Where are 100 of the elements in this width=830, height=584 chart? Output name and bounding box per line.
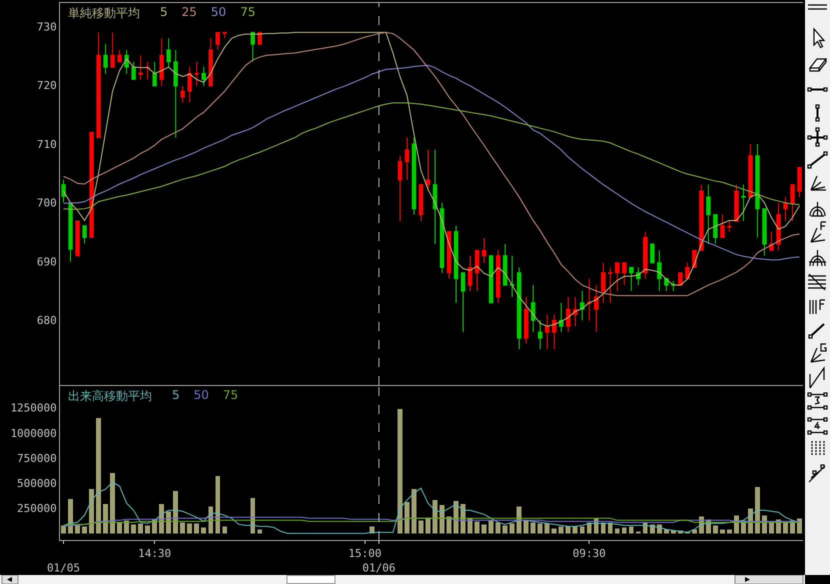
text: 50 <box>194 388 209 404</box>
candlestick <box>510 255 514 298</box>
candlestick <box>586 278 592 321</box>
candlestick <box>418 184 424 222</box>
bar <box>96 418 102 534</box>
bar <box>516 506 522 534</box>
bar <box>173 491 178 534</box>
candlestick <box>138 54 143 80</box>
x-tick-label: 15:00 <box>348 547 382 560</box>
y-tick-label: 690 <box>36 255 57 268</box>
candlestick <box>474 250 480 292</box>
text: 50 <box>210 5 226 21</box>
bar <box>117 522 122 534</box>
bar <box>538 523 543 534</box>
candlestick <box>706 184 711 244</box>
bar <box>524 520 529 534</box>
bar <box>552 528 557 534</box>
x-tick-label: 01/06 <box>362 562 396 574</box>
candlestick <box>558 302 564 333</box>
bar <box>82 526 87 534</box>
y-tick-label: 710 <box>36 138 57 151</box>
candlestick <box>166 38 171 68</box>
candlestick <box>650 243 655 264</box>
bar <box>187 523 192 534</box>
candlestick <box>173 50 178 138</box>
bar <box>412 489 416 534</box>
candlestick <box>488 255 494 304</box>
candlestick <box>797 167 802 198</box>
bar <box>61 525 66 534</box>
candlestick <box>152 61 157 86</box>
candlestick <box>194 61 199 86</box>
candlestick <box>208 38 213 86</box>
candlestick <box>103 44 108 74</box>
y-tick-label: 680 <box>36 314 57 328</box>
bar <box>201 527 206 534</box>
bar <box>797 518 802 534</box>
legend-title: 単純移動平均 <box>68 5 140 22</box>
bar <box>138 523 144 534</box>
y-tick-label: 250000 <box>17 502 57 516</box>
candlestick <box>496 250 500 304</box>
candlestick <box>685 262 690 280</box>
candlestick <box>524 296 528 344</box>
bar <box>68 499 73 534</box>
bar <box>622 527 627 534</box>
candlestick <box>258 32 262 45</box>
candlestick <box>250 32 255 62</box>
bar <box>628 526 634 534</box>
candlestick <box>222 32 227 39</box>
candlestick <box>544 314 550 350</box>
bar <box>432 500 438 534</box>
bar <box>75 525 80 534</box>
candlestick <box>538 320 542 350</box>
candlestick <box>615 262 620 292</box>
candlestick <box>89 132 94 238</box>
candlestick <box>699 184 704 251</box>
candlestick <box>131 61 136 80</box>
candlestick <box>110 32 115 68</box>
bar <box>783 522 788 534</box>
bar <box>398 408 402 534</box>
candlestick <box>580 290 584 321</box>
bar <box>257 529 262 534</box>
bar <box>580 526 585 534</box>
bar <box>131 524 136 534</box>
bar <box>488 520 494 534</box>
bar <box>110 473 116 534</box>
candlestick <box>215 32 220 51</box>
candlestick <box>68 203 73 262</box>
candlestick <box>187 66 192 103</box>
bar <box>544 523 550 534</box>
y-tick-label: 730 <box>36 20 57 34</box>
text: 5 <box>172 388 180 404</box>
bar <box>769 522 774 534</box>
bar <box>572 526 578 534</box>
bar <box>566 526 571 534</box>
candlestick <box>460 272 466 333</box>
candlestick <box>790 184 795 222</box>
candlestick <box>566 296 570 333</box>
candlestick <box>622 262 626 286</box>
candlestick <box>454 225 458 304</box>
candlestick <box>727 220 732 232</box>
candlestick <box>572 296 578 327</box>
line-series <box>63 102 800 210</box>
candlestick <box>713 214 718 244</box>
bar <box>426 517 430 534</box>
bar <box>222 526 228 534</box>
candlestick <box>516 266 522 350</box>
text: 25 <box>182 5 197 21</box>
candlestick <box>96 32 101 138</box>
bar <box>670 530 676 534</box>
y-tick-label: 750000 <box>17 452 57 465</box>
legend-title: 出来高移動平均 <box>68 388 152 405</box>
y-tick-label: 500000 <box>17 476 57 490</box>
candlestick <box>530 284 536 333</box>
candlestick <box>145 61 150 80</box>
candlestick <box>412 137 416 216</box>
y-tick-label: 700 <box>36 196 57 210</box>
bar <box>103 504 108 534</box>
candlestick <box>432 149 438 244</box>
y-tick-label: 1000000 <box>10 426 57 440</box>
candlestick <box>783 196 788 222</box>
